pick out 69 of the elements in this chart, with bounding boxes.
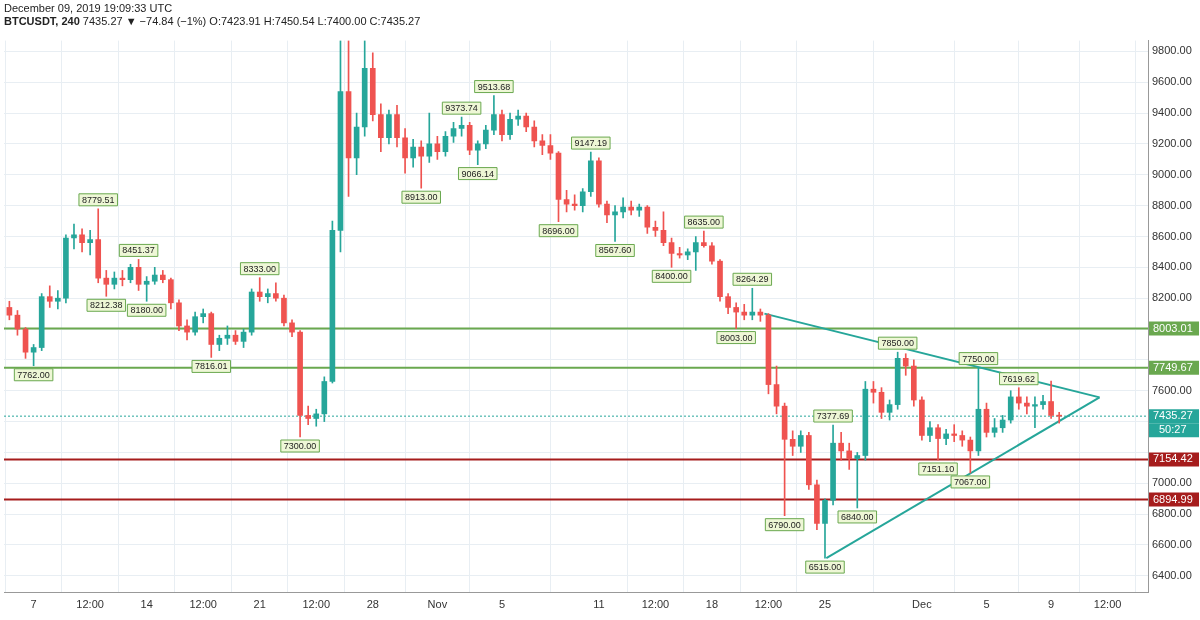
- y-tick-label: 9200.00: [1152, 136, 1192, 149]
- ref-line-label: 7749.67: [1153, 360, 1193, 373]
- annotation: 8635.00: [687, 217, 721, 228]
- x-tick-label: 11: [593, 598, 605, 611]
- y-tick-label: 6800.00: [1152, 507, 1192, 520]
- annotation: 9066.14: [461, 168, 495, 179]
- y-tick-label: 9000.00: [1152, 167, 1192, 180]
- annotation: 7300.00: [283, 441, 317, 451]
- x-tick-label: 28: [366, 598, 379, 611]
- y-tick-label: 6400.00: [1152, 568, 1192, 581]
- x-tick-label: 14: [140, 598, 153, 611]
- annotation: 8567.60: [598, 245, 632, 256]
- x-tick-label: 5: [498, 598, 506, 611]
- y-tick-label: 8400.00: [1152, 260, 1192, 273]
- annotation: 7850.00: [881, 338, 914, 349]
- y-tick-label: 6600.00: [1152, 538, 1192, 551]
- annotation: 9373.74: [445, 103, 478, 114]
- y-tick-label: 8800.00: [1152, 198, 1192, 211]
- annotation: 7816.01: [194, 361, 228, 372]
- ref-line-label: 6894.99: [1153, 492, 1193, 505]
- y-tick-label: 9600.00: [1152, 75, 1192, 88]
- x-tick-label: 12:00: [76, 598, 104, 611]
- x-tick-label: 25: [818, 598, 832, 611]
- y-tick-label: 9800.00: [1152, 44, 1192, 57]
- x-tick-label: 7: [30, 598, 37, 611]
- annotation: 7067.00: [954, 476, 987, 487]
- y-tick-label: 7600.00: [1152, 383, 1192, 396]
- x-tick-label: Dec: [912, 598, 933, 611]
- text: 50:27: [1159, 423, 1187, 436]
- ref-line-label: 7154.42: [1153, 452, 1193, 465]
- y-tick-label: 9400.00: [1152, 106, 1192, 119]
- x-tick-label: 12:00: [302, 598, 331, 611]
- x-tick-label: Nov: [427, 598, 448, 611]
- y-tick-label: 8200.00: [1152, 291, 1192, 304]
- annotation: 8913.00: [404, 192, 438, 203]
- annotation: 7377.69: [816, 411, 850, 422]
- y-tick-label: 7000.00: [1152, 476, 1192, 489]
- annotation: 7619.62: [1002, 373, 1036, 384]
- annotation: 7750.00: [962, 353, 995, 364]
- text: December 09, 2019 19:09:33 UTC: [4, 2, 174, 15]
- ref-line-label: 8003.01: [1153, 321, 1193, 334]
- chart-title: BTCUSDT, 240: [4, 15, 80, 27]
- x-tick-label: 12:00: [754, 598, 783, 611]
- annotation: 8451.37: [122, 245, 155, 256]
- annotation: 8333.00: [243, 263, 276, 274]
- x-tick-label: 12:00: [1093, 598, 1122, 611]
- annotation: 8400.00: [655, 271, 688, 282]
- annotation: 6840.00: [841, 511, 874, 522]
- x-tick-label: 5: [983, 598, 990, 611]
- annotation: 8212.38: [90, 300, 123, 311]
- annotation: 8264.29: [736, 274, 769, 285]
- x-tick-label: 9: [1048, 598, 1055, 611]
- y-tick-label: 8600.00: [1152, 229, 1192, 242]
- x-tick-label: 12:00: [189, 598, 217, 611]
- annotation: 7762.00: [17, 369, 50, 380]
- chart-subtitle: 7435.27 ▼ −74.84 (−1%) O:7423.91 H:7450.54 L:7400.00 C:7435.27: [82, 15, 421, 27]
- x-tick-label: 18: [705, 598, 719, 611]
- annotation: 6790.00: [768, 519, 801, 530]
- annotation: 8696.00: [542, 225, 575, 236]
- annotation: 6515.00: [808, 562, 842, 573]
- annotation: 9147.19: [574, 138, 608, 149]
- x-tick-label: 12:00: [641, 598, 670, 611]
- annotation: 8003.00: [719, 332, 753, 343]
- x-tick-label: 21: [253, 598, 266, 611]
- annotation: 9513.68: [477, 81, 511, 92]
- annotation: 8180.00: [130, 305, 163, 316]
- annotation: 7151.10: [921, 463, 955, 474]
- annotation: 8779.51: [81, 194, 115, 205]
- ref-line-label: 7435.27: [1153, 409, 1193, 422]
